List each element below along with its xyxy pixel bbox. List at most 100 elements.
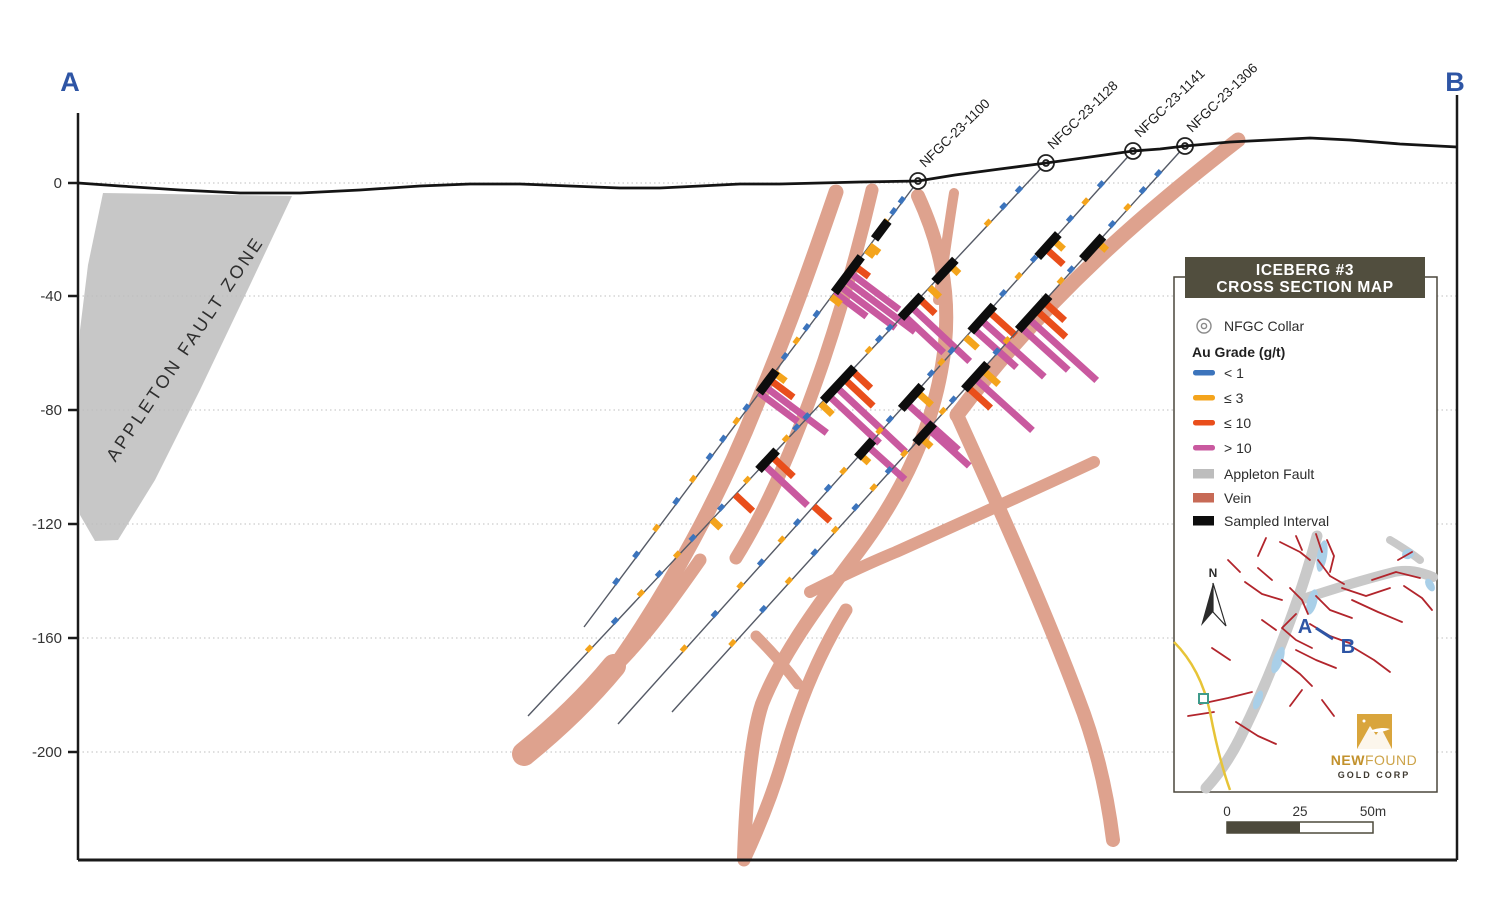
grade-bar	[837, 283, 898, 331]
legend-item-label: Au Grade (g/t)	[1192, 344, 1285, 360]
grade-bar	[1041, 299, 1068, 324]
grade-tick	[802, 412, 811, 421]
axis-tick-label-0: 0	[54, 175, 62, 192]
legend-item: ≤ 10	[1193, 415, 1251, 431]
grade-tick	[710, 609, 719, 619]
grade-tick	[869, 483, 878, 492]
grade-tick	[736, 581, 745, 590]
newfound-gold-logo: NEWFOUND GOLD CORP	[1331, 714, 1417, 780]
vein-10	[512, 654, 626, 766]
sampled-interval	[967, 302, 998, 335]
grade-tick	[718, 434, 728, 444]
inset-vein-trace	[1341, 587, 1391, 597]
inset-vein-trace	[1279, 541, 1311, 561]
drillhole-label: NFGC-23-1100	[917, 96, 993, 170]
grade-tick	[742, 475, 752, 485]
grade-tick	[784, 576, 794, 586]
grade-tick	[792, 518, 802, 527]
vein-6	[804, 456, 1100, 598]
inset-vein-trace	[1235, 721, 1277, 745]
legend-color-dash	[1193, 445, 1215, 451]
legend-color-patch	[1193, 493, 1214, 503]
legend-collar-icon-inner	[1200, 322, 1208, 330]
surface-topography	[77, 136, 1458, 195]
grade-bar	[1033, 307, 1069, 340]
grade-tick	[823, 483, 833, 493]
grade-bar	[832, 289, 869, 320]
scale-bar-filled-half	[1227, 822, 1300, 833]
grade-bar	[1018, 324, 1071, 373]
legend-color-dash	[1193, 395, 1215, 401]
legend-panel: ICEBERG #3 CROSS SECTION MAP NFGC Collar…	[1173, 257, 1438, 793]
sampled-interval	[854, 437, 877, 461]
north-label: N	[1209, 566, 1218, 580]
sampled-interval	[1014, 292, 1053, 333]
vein-5	[950, 408, 1120, 847]
drillhole-NFGC-23-1141: NFGC-23-1141	[617, 66, 1208, 725]
vein-7	[737, 603, 853, 867]
vein-11	[611, 553, 707, 671]
grade-bar	[833, 384, 908, 455]
grade-bar	[826, 392, 882, 446]
inset-vein-traces	[1187, 533, 1433, 745]
grade-tick	[756, 558, 766, 567]
grade-tick	[1107, 219, 1117, 229]
grade-tick	[937, 357, 946, 367]
grade-tick	[688, 474, 698, 484]
section-endpoint-b: B	[1445, 67, 1465, 97]
grade-bar	[867, 242, 882, 256]
grade-tick	[672, 550, 682, 559]
axis-tick-label--160: -160	[32, 630, 62, 647]
grade-tick	[864, 345, 874, 355]
grade-tick	[728, 638, 737, 648]
inset-label-a: A	[1298, 616, 1312, 638]
legend-item-label: > 10	[1224, 440, 1252, 456]
grade-tick	[885, 323, 894, 333]
inset-vein-trace	[1199, 691, 1253, 705]
grade-tick	[992, 347, 1001, 356]
logo-subtitle: GOLD CORP	[1338, 770, 1411, 780]
grade-tick	[1029, 254, 1039, 264]
vein-9	[933, 188, 959, 305]
grade-tick	[885, 415, 895, 424]
grade-tick	[1014, 271, 1023, 281]
inset-vein-trace	[1257, 537, 1267, 557]
grade-tick	[802, 322, 811, 332]
grade-tick	[792, 423, 801, 432]
grade-tick	[654, 569, 664, 579]
grade-tick	[672, 496, 681, 506]
inset-vein-trace	[1281, 659, 1313, 687]
grade-tick	[830, 525, 840, 535]
grade-tick	[947, 346, 956, 355]
grade-tick	[998, 288, 1008, 298]
appleton-fault-polygon	[78, 193, 292, 541]
grade-tick	[839, 466, 848, 476]
legend-item: NFGC Collar	[1196, 318, 1304, 334]
grade-bar	[908, 304, 973, 365]
grade-bar	[709, 517, 724, 531]
vein-8	[750, 630, 804, 690]
grade-bar	[963, 334, 980, 351]
grade-tick	[1056, 276, 1065, 286]
grade-tick	[1002, 335, 1012, 345]
grade-tick	[780, 351, 789, 361]
grade-tick	[948, 395, 958, 404]
inset-vein-trace	[1397, 551, 1413, 561]
legend-item: Appleton Fault	[1193, 466, 1314, 482]
grade-bar	[927, 284, 943, 300]
grade-tick	[688, 533, 697, 543]
grade-tick	[1138, 186, 1148, 195]
vein-3	[737, 189, 954, 865]
drillhole-NFGC-23-1306: NFGC-23-1306	[671, 60, 1260, 713]
drillhole-label: NFGC-23-1128	[1045, 78, 1121, 152]
grade-tick	[792, 336, 801, 345]
inset-vein-trace	[1227, 559, 1241, 573]
grade-bar	[971, 326, 1019, 371]
grade-tick	[1081, 197, 1090, 206]
grade-tick	[810, 548, 819, 557]
scale-label-25: 25	[1292, 804, 1307, 819]
sampled-interval	[931, 256, 959, 285]
scale-label-0: 0	[1223, 804, 1231, 819]
grade-tick	[938, 406, 947, 416]
grade-bar	[865, 443, 908, 483]
